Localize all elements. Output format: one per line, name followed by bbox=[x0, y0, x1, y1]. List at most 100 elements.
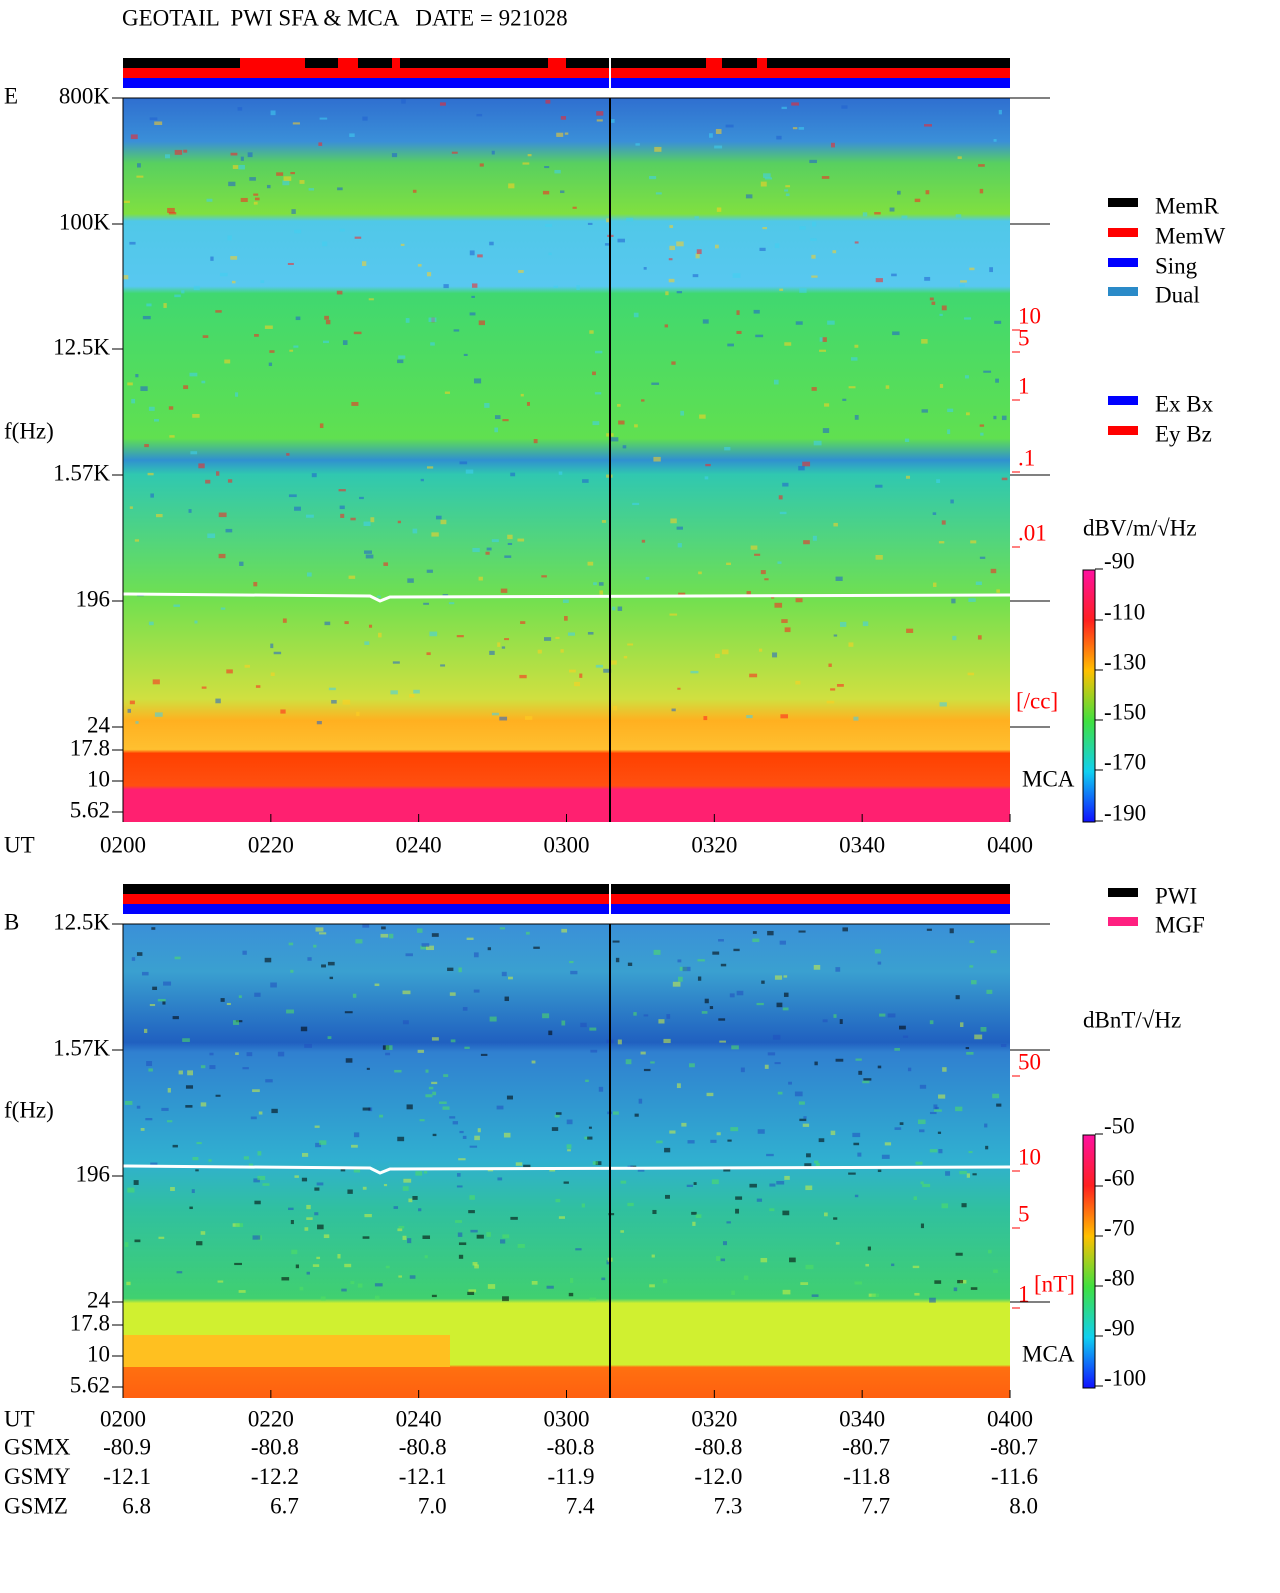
spectrogram-speckle bbox=[957, 156, 962, 159]
spectrogram-speckle bbox=[293, 345, 299, 348]
spectrogram-speckle bbox=[588, 1126, 592, 1129]
spectrogram-speckle bbox=[969, 965, 974, 968]
spectrogram-speckle bbox=[805, 1185, 813, 1191]
spectrogram-speckle bbox=[322, 241, 328, 247]
spectrogram-speckle bbox=[726, 1221, 731, 1224]
spectrogram-speckle bbox=[420, 945, 428, 950]
spectrogram-speckle bbox=[699, 414, 706, 419]
spectrogram-speckle bbox=[187, 1070, 194, 1076]
spectrogram-speckle bbox=[181, 290, 185, 294]
spectrogram-speckle bbox=[964, 375, 969, 379]
spectrogram-speckle bbox=[891, 273, 897, 277]
spectrogram-speckle bbox=[587, 631, 594, 635]
spectrogram-speckle bbox=[338, 489, 346, 492]
spectrogram-speckle bbox=[853, 1142, 860, 1146]
spectrogram-speckle bbox=[649, 175, 657, 180]
spectrogram-speckle bbox=[129, 241, 136, 245]
spectrogram-speckle bbox=[620, 1230, 624, 1233]
spectrogram-speckle bbox=[426, 466, 434, 469]
spectrogram-speckle bbox=[392, 661, 400, 664]
spectrogram-speckle bbox=[854, 1281, 862, 1285]
legend-label: MemW bbox=[1155, 223, 1226, 248]
spectrogram-speckle bbox=[960, 1022, 964, 1028]
spectrogram-speckle bbox=[947, 408, 954, 413]
spectrogram-speckle bbox=[652, 1209, 657, 1215]
colorbar-label: -60 bbox=[1104, 1165, 1135, 1190]
spectrogram-speckle bbox=[698, 571, 702, 575]
spectrogram-speckle bbox=[226, 1002, 231, 1006]
status-segment bbox=[240, 58, 305, 68]
orbit-label: GSMY bbox=[4, 1464, 71, 1489]
spectrogram-speckle bbox=[650, 1061, 655, 1064]
spectrogram-speckle bbox=[941, 305, 947, 311]
spectrogram-speckle bbox=[320, 1296, 326, 1301]
spectrogram-speckle bbox=[782, 1007, 789, 1011]
x-tick-label: 0240 bbox=[396, 832, 442, 857]
spectrogram-speckle bbox=[353, 1169, 361, 1173]
spectrogram-speckle bbox=[686, 1184, 693, 1188]
spectrogram-speckle bbox=[318, 932, 327, 935]
spectrogram-speckle bbox=[183, 385, 189, 390]
spectrogram-speckle bbox=[850, 357, 858, 361]
spectrogram-speckle bbox=[933, 1104, 938, 1110]
spectrogram-speckle bbox=[200, 1065, 206, 1069]
spectrogram-speckle bbox=[144, 1028, 148, 1033]
spectrogram-speckle bbox=[402, 1020, 409, 1025]
spectrogram-speckle bbox=[234, 1262, 242, 1266]
spectrogram-speckle bbox=[799, 226, 806, 230]
spectrogram-speckle bbox=[147, 472, 154, 476]
orbit-value: -11.8 bbox=[843, 1464, 890, 1489]
spectrogram-speckle bbox=[131, 957, 136, 961]
spectrogram-speckle bbox=[523, 1164, 531, 1170]
spectrogram-speckle bbox=[235, 1020, 243, 1023]
spectrogram-speckle bbox=[815, 1163, 820, 1167]
spectrogram-speckle bbox=[192, 413, 200, 418]
x-tick-label: 0200 bbox=[100, 1406, 146, 1431]
spectrogram-speckle bbox=[311, 473, 317, 478]
spectrogram-speckle bbox=[266, 184, 271, 189]
spectrogram bbox=[123, 98, 1010, 822]
spectrogram-speckle bbox=[425, 1069, 429, 1073]
spectrogram-speckle bbox=[848, 1172, 856, 1175]
spectrogram-speckle bbox=[253, 201, 258, 205]
spectrogram-speckle bbox=[625, 1059, 632, 1065]
spectrogram-speckle bbox=[257, 1151, 262, 1156]
spectrogram-speckle bbox=[858, 1070, 863, 1075]
spectrogram-speckle bbox=[889, 207, 895, 212]
spectrogram-speckle bbox=[702, 319, 709, 324]
spectrogram-speckle bbox=[988, 1249, 992, 1254]
spectrogram-speckle bbox=[233, 1020, 240, 1025]
spectrogram-speckle bbox=[440, 664, 446, 667]
spectrogram-speckle bbox=[240, 156, 244, 161]
spectrogram-speckle bbox=[750, 545, 758, 550]
spectrogram-speckle bbox=[467, 1291, 475, 1296]
spectrogram-speckle bbox=[725, 124, 734, 128]
spectrogram-speckle bbox=[833, 634, 838, 637]
spectrogram-speckle bbox=[226, 669, 233, 674]
spectrogram-speckle bbox=[992, 1093, 1000, 1099]
legend-label: Ey Bz bbox=[1155, 421, 1212, 446]
spectrogram-speckle bbox=[905, 475, 911, 479]
spectrogram-speckle bbox=[813, 964, 821, 970]
spectrogram-speckle bbox=[568, 1292, 574, 1297]
spectrogram-speckle bbox=[501, 971, 507, 977]
spectrogram-speckle bbox=[402, 990, 411, 995]
ut-label: UT bbox=[4, 832, 35, 857]
panel-label: E bbox=[4, 83, 18, 108]
spectrogram-speckle bbox=[955, 1252, 963, 1256]
spectrogram-speckle bbox=[141, 971, 149, 976]
spectrogram-speckle bbox=[127, 1187, 135, 1193]
spectrogram-speckle bbox=[822, 1019, 828, 1023]
spectrogram-speckle bbox=[760, 1257, 768, 1263]
density-label: 5 bbox=[1018, 1201, 1030, 1226]
panel-label: B bbox=[4, 909, 19, 934]
spectrogram-speckle bbox=[464, 1046, 470, 1049]
spectrogram-speckle bbox=[254, 197, 260, 201]
spectrogram-speckle bbox=[627, 962, 633, 966]
spectrogram-speckle bbox=[252, 1235, 261, 1240]
spectrogram-speckle bbox=[477, 254, 483, 258]
spectrogram-speckle bbox=[426, 652, 431, 656]
spectrogram-speckle bbox=[308, 188, 315, 191]
spectrogram-speckle bbox=[945, 1171, 951, 1176]
spectrogram-speckle bbox=[299, 1286, 304, 1291]
